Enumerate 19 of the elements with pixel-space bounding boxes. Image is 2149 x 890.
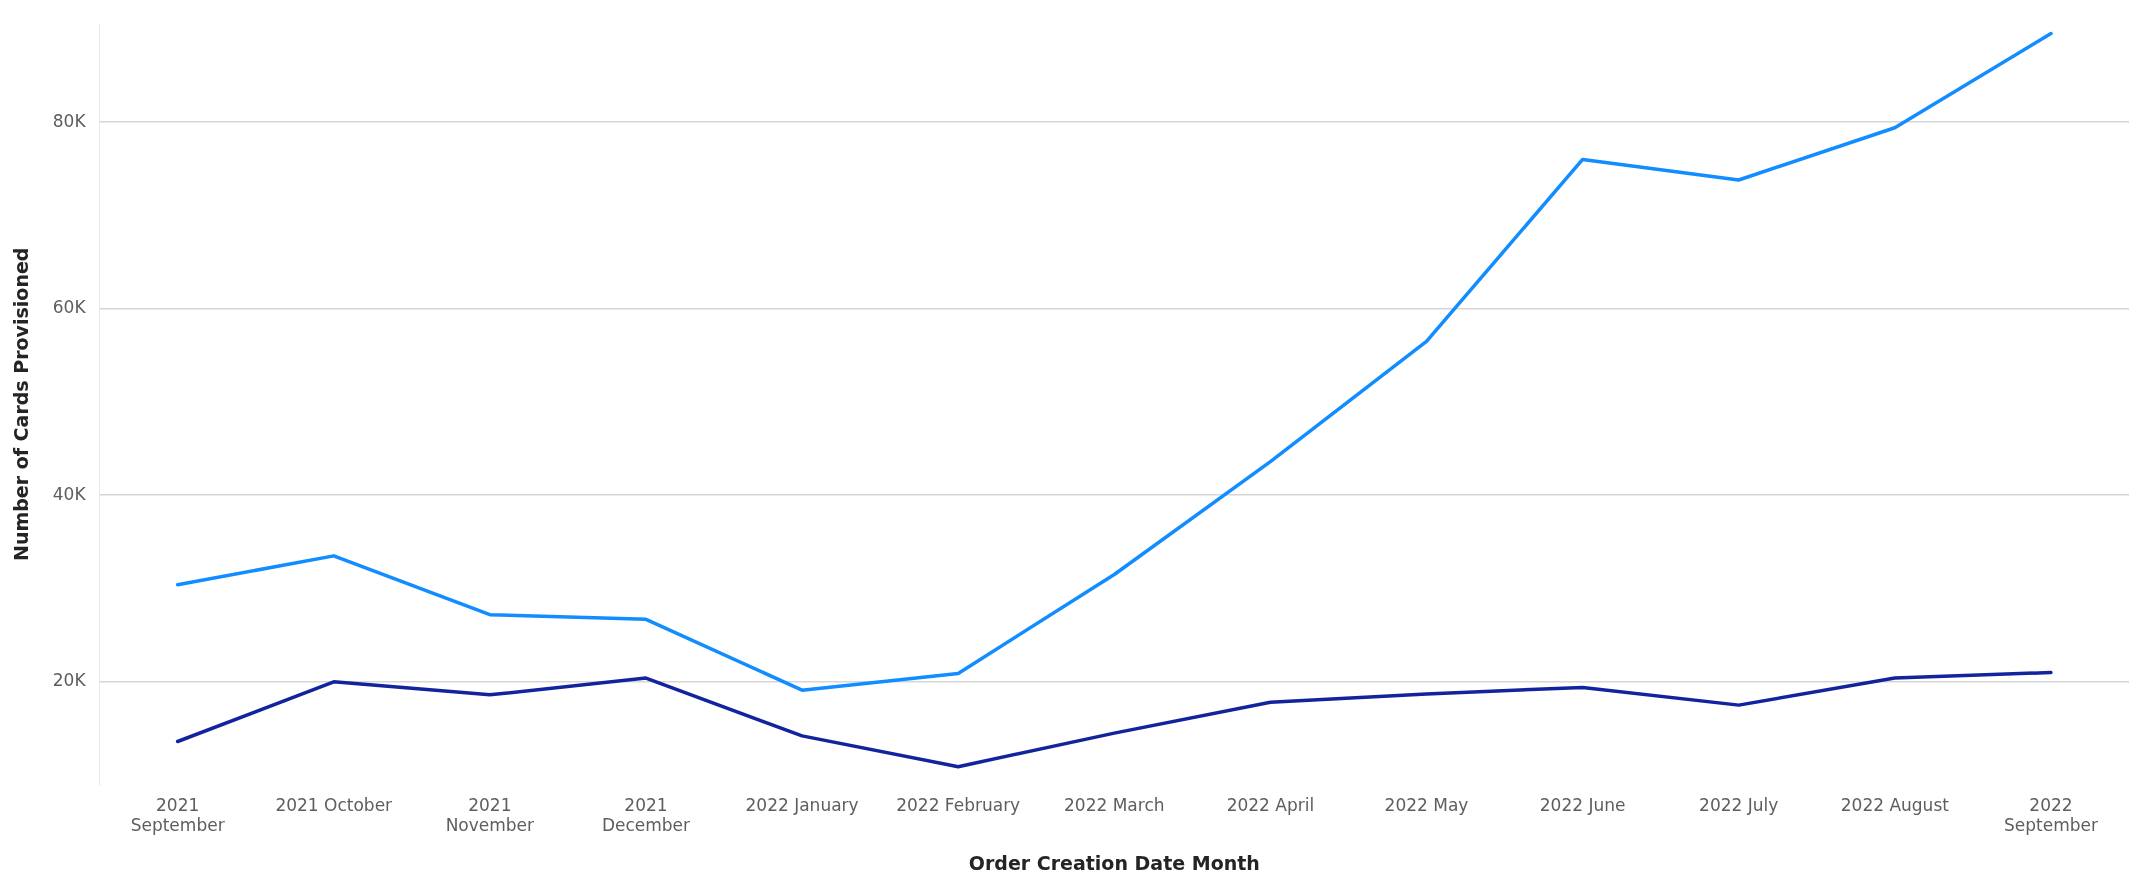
y-tick-label: 20K xyxy=(52,670,87,691)
y-tick-label: 60K xyxy=(52,297,87,318)
x-tick-label: 2022 July xyxy=(1699,795,1779,816)
x-axis-title: Order Creation Date Month xyxy=(968,851,1260,874)
x-tick-label: 2022 April xyxy=(1226,795,1315,816)
y-axis-title: Number of Cards Provisioned xyxy=(10,247,33,562)
x-tick-label: 2021 December xyxy=(601,795,691,836)
x-tick-label: 2021 September xyxy=(130,795,225,836)
x-tick-label: 2022 March xyxy=(1064,795,1165,816)
x-tick-label: 2022 May xyxy=(1384,795,1469,816)
x-tick-label: 2021 November xyxy=(445,795,535,836)
x-tick-label: 2022 August xyxy=(1840,795,1950,816)
x-tick-label: 2022 September xyxy=(2003,795,2098,836)
x-tick-label: 2022 June xyxy=(1539,795,1626,816)
y-tick-label: 80K xyxy=(52,110,87,131)
x-tick-label: 2022 January xyxy=(745,795,859,816)
x-tick-label: 2022 February xyxy=(896,795,1021,816)
x-tick-label: 2021 October xyxy=(275,795,393,816)
y-tick-label: 40K xyxy=(52,483,87,504)
